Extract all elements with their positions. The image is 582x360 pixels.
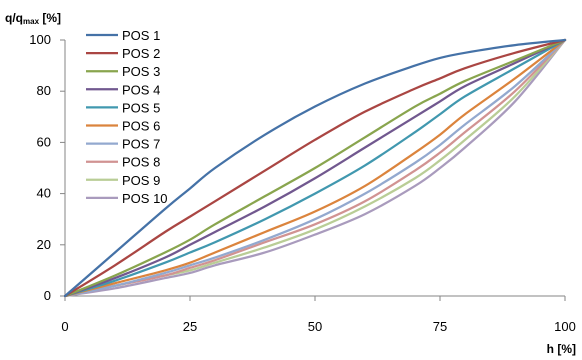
x-tick-label: 75 bbox=[433, 319, 447, 334]
y-tick-label: 20 bbox=[37, 237, 51, 252]
series-line-pos-3 bbox=[63, 38, 567, 298]
legend-label-pos-5: POS 5 bbox=[122, 100, 160, 115]
series-line-pos-1 bbox=[63, 38, 567, 298]
legend-label-pos-10: POS 10 bbox=[122, 191, 168, 206]
legend-label-pos-2: POS 2 bbox=[122, 46, 160, 61]
series-line-pos-10 bbox=[63, 38, 567, 298]
y-tick-label: 100 bbox=[29, 32, 51, 47]
x-tick-label: 50 bbox=[308, 319, 322, 334]
series-line-pos-4 bbox=[63, 38, 567, 298]
y-tick-label: 40 bbox=[37, 186, 51, 201]
legend: POS 1 POS 2 POS 3 POS 4 POS 5 POS 6 POS 7 POS 8… bbox=[86, 28, 168, 206]
series-line-pos-7 bbox=[63, 38, 567, 298]
tick-labels: 0 20 40 60 80 100 0 25 50 75 100 bbox=[29, 32, 576, 334]
legend-label-pos-7: POS 7 bbox=[122, 137, 160, 152]
y-axis-label: q/qmax [%] bbox=[5, 11, 61, 26]
series-line-pos-6 bbox=[63, 38, 567, 298]
series-lines bbox=[63, 38, 567, 298]
series-line-pos-5 bbox=[63, 38, 567, 298]
legend-label-pos-6: POS 6 bbox=[122, 119, 160, 134]
y-axis-label-main: q/q bbox=[5, 11, 23, 25]
legend-label-pos-3: POS 3 bbox=[122, 64, 160, 79]
legend-label-pos-9: POS 9 bbox=[122, 173, 160, 188]
y-tick-label: 60 bbox=[37, 134, 51, 149]
y-tick-label: 80 bbox=[37, 83, 51, 98]
x-tick-label: 25 bbox=[183, 319, 197, 334]
legend-label-pos-4: POS 4 bbox=[122, 82, 160, 97]
x-axis-label: h [%] bbox=[547, 342, 576, 356]
axes bbox=[60, 39, 566, 301]
legend-label-pos-8: POS 8 bbox=[122, 155, 160, 170]
y-axis-label-sub: max bbox=[23, 17, 40, 26]
series-line-pos-8 bbox=[63, 38, 567, 298]
series-line-pos-2 bbox=[63, 38, 567, 298]
x-tick-label: 0 bbox=[61, 319, 68, 334]
x-tick-label: 100 bbox=[554, 319, 576, 334]
y-axis-label-unit: [%] bbox=[39, 11, 61, 25]
y-tick-label: 0 bbox=[44, 288, 51, 303]
legend-label-pos-1: POS 1 bbox=[122, 28, 160, 43]
